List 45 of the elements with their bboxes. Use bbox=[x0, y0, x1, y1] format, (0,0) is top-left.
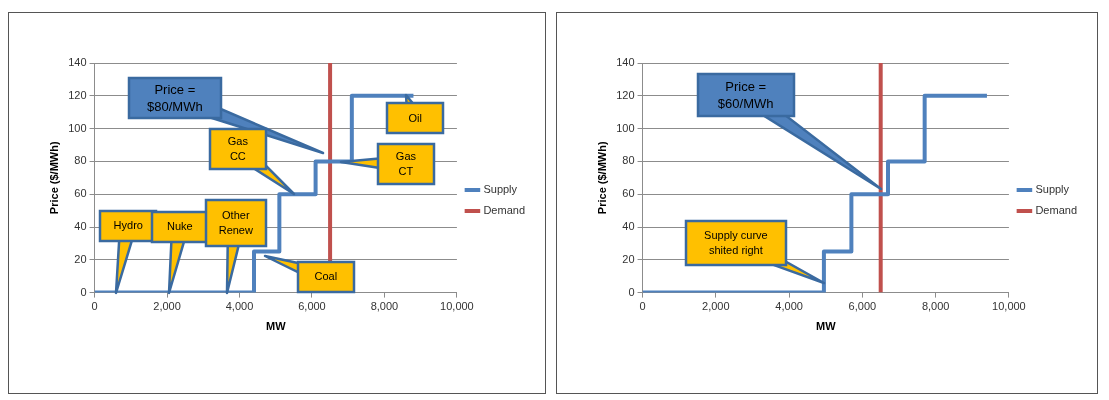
y-tick-label: 40 bbox=[622, 220, 635, 233]
x-tick-label: 0 bbox=[91, 300, 98, 313]
y-tick-label: 140 bbox=[68, 56, 87, 69]
x-tick-label: 2,000 bbox=[153, 300, 181, 313]
y-tick-label: 60 bbox=[74, 187, 87, 200]
x-axis-title: MW bbox=[265, 320, 287, 333]
annotation: Gas CC bbox=[227, 133, 248, 164]
x-tick-label: 6,000 bbox=[848, 300, 877, 313]
y-tick-label: 100 bbox=[616, 121, 635, 134]
y-tick-label: 120 bbox=[68, 88, 87, 101]
x-tick-label: 6,000 bbox=[298, 300, 326, 313]
y-axis-title: Price ($/MWh) bbox=[595, 141, 608, 215]
x-tick-label: 0 bbox=[639, 300, 646, 313]
y-tick-label: 60 bbox=[622, 187, 635, 200]
x-tick-label: 10,000 bbox=[992, 300, 1026, 313]
annotation: Gas CT bbox=[395, 148, 417, 179]
x-tick-label: 10,000 bbox=[440, 300, 474, 313]
legend-label: Demand bbox=[483, 204, 525, 217]
annotation: Coal bbox=[314, 269, 338, 285]
y-tick-label: 120 bbox=[616, 88, 635, 101]
y-tick-label: 0 bbox=[80, 285, 87, 298]
y-tick-label: 40 bbox=[74, 220, 87, 233]
annotation: Price = $60/MWh bbox=[717, 78, 774, 113]
y-tick-label: 100 bbox=[68, 121, 87, 134]
x-tick-label: 8,000 bbox=[370, 300, 399, 313]
annotation: Price = $80/MWh bbox=[147, 80, 203, 115]
annotation: Nuke bbox=[166, 219, 193, 235]
y-tick-label: 0 bbox=[628, 285, 635, 298]
legend-label: Supply bbox=[1035, 183, 1070, 196]
y-tick-label: 20 bbox=[622, 252, 635, 265]
x-tick-label: 4,000 bbox=[775, 300, 803, 313]
annotation: Supply curve shited right bbox=[704, 228, 768, 259]
x-tick-label: 2,000 bbox=[702, 300, 730, 313]
y-tick-label: 20 bbox=[74, 252, 87, 265]
y-tick-label: 80 bbox=[622, 154, 635, 167]
x-tick-label: 8,000 bbox=[921, 300, 950, 313]
y-tick-label: 80 bbox=[74, 154, 87, 167]
annotation: Other Renew bbox=[218, 207, 253, 238]
annotation: Hydro bbox=[113, 218, 143, 234]
x-tick-label: 4,000 bbox=[225, 300, 254, 313]
y-axis-title: Price ($/MWh) bbox=[47, 141, 60, 215]
legend-label: Supply bbox=[483, 183, 518, 196]
x-axis-title: MW bbox=[815, 320, 837, 333]
y-tick-label: 140 bbox=[616, 56, 635, 69]
legend-label: Demand bbox=[1035, 204, 1077, 217]
